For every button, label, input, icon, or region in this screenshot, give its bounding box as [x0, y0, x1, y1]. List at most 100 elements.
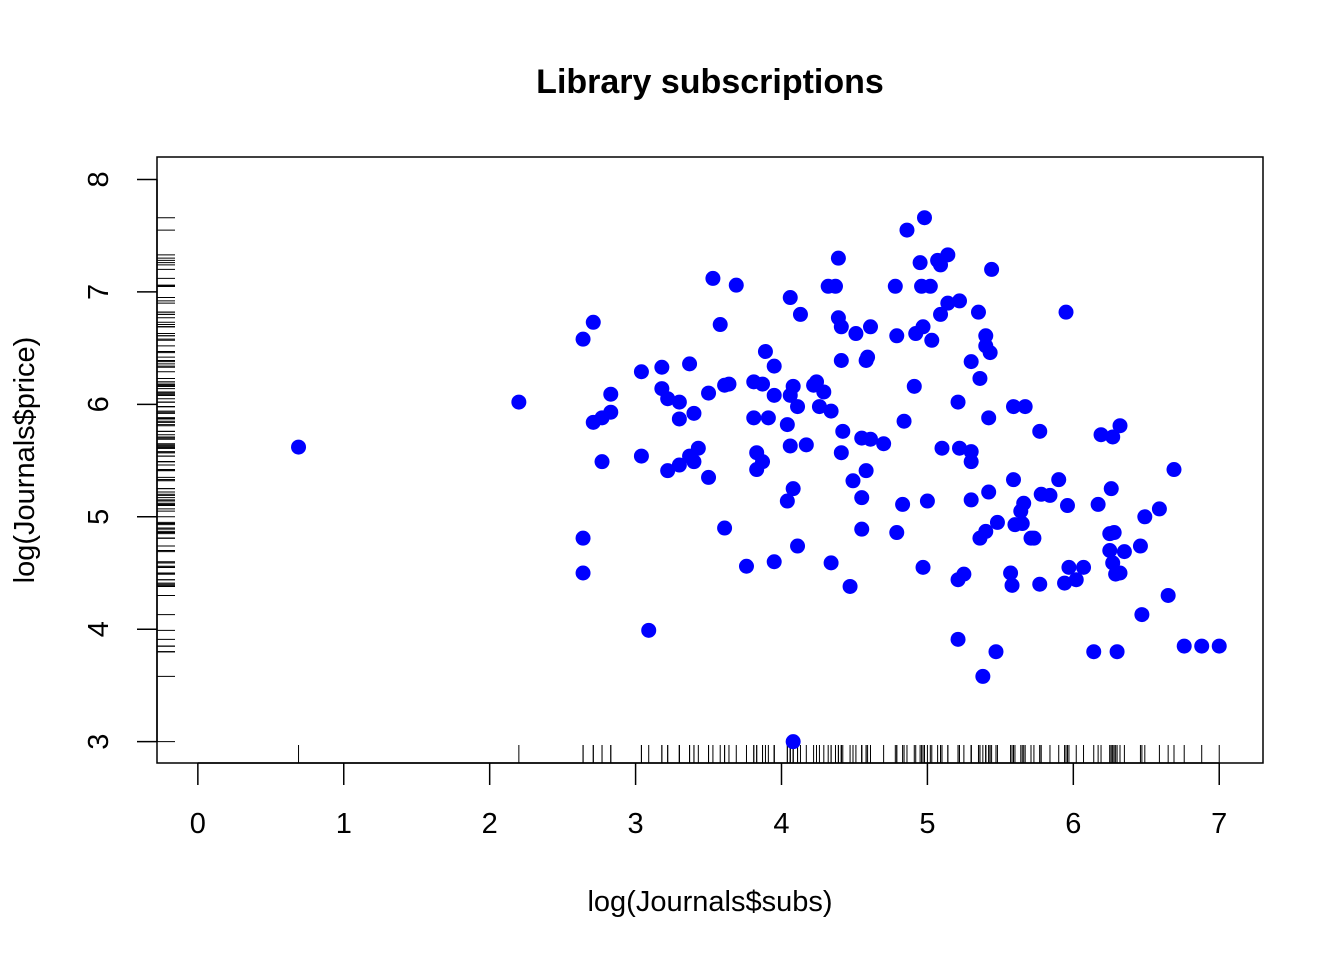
- data-point: [603, 386, 619, 402]
- data-point: [975, 668, 991, 684]
- x-tick-label: 7: [1211, 808, 1227, 840]
- data-point: [811, 399, 827, 415]
- data-point: [1166, 462, 1182, 478]
- x-axis-title: log(Journals$subs): [587, 886, 832, 918]
- data-point: [633, 448, 649, 464]
- data-point: [511, 394, 527, 410]
- data-point: [757, 344, 773, 360]
- data-point: [924, 332, 940, 348]
- data-point: [1112, 565, 1128, 581]
- data-point: [952, 293, 968, 309]
- y-tick-label: 6: [83, 396, 115, 412]
- data-point: [1005, 399, 1021, 415]
- data-point: [830, 250, 846, 266]
- data-point: [863, 431, 879, 447]
- data-point: [952, 440, 968, 456]
- data-point: [1058, 304, 1074, 320]
- data-point: [779, 493, 795, 509]
- x-tick-label: 6: [1065, 808, 1081, 840]
- data-point: [575, 565, 591, 581]
- data-point: [896, 413, 912, 429]
- data-point: [1151, 501, 1167, 517]
- data-point: [641, 622, 657, 638]
- y-axis-title: log(Journals$price): [9, 337, 41, 584]
- x-tick-label: 1: [336, 808, 352, 840]
- data-point: [827, 278, 843, 294]
- data-point: [1194, 638, 1210, 654]
- data-point: [671, 394, 687, 410]
- data-point: [1026, 530, 1042, 546]
- data-point: [988, 644, 1004, 660]
- data-point: [790, 538, 806, 554]
- y-tick-label: 3: [83, 734, 115, 750]
- data-point: [717, 520, 733, 536]
- data-point: [755, 376, 771, 392]
- data-point: [760, 410, 776, 426]
- data-point: [712, 317, 728, 333]
- data-point: [585, 314, 601, 330]
- y-tick-label: 7: [83, 284, 115, 300]
- data-point: [766, 387, 782, 403]
- data-point: [1014, 516, 1030, 532]
- data-point: [889, 525, 905, 541]
- data-point: [705, 270, 721, 286]
- data-point: [982, 345, 998, 361]
- data-point: [779, 417, 795, 433]
- data-point: [915, 559, 931, 575]
- data-point: [950, 394, 966, 410]
- data-point: [823, 403, 839, 419]
- data-point: [1042, 487, 1058, 503]
- data-point: [746, 410, 762, 426]
- data-point: [940, 295, 956, 311]
- data-point: [660, 463, 676, 479]
- data-point: [1109, 644, 1125, 660]
- data-point: [682, 356, 698, 372]
- data-point: [1005, 472, 1021, 488]
- data-point: [899, 222, 915, 238]
- data-point: [833, 445, 849, 461]
- data-point: [1016, 495, 1032, 511]
- y-tick-label: 4: [83, 621, 115, 637]
- data-point: [833, 352, 849, 368]
- data-point: [1003, 565, 1019, 581]
- data-point: [792, 306, 808, 322]
- data-point: [876, 436, 892, 452]
- data-point: [633, 364, 649, 380]
- data-point: [950, 631, 966, 647]
- data-point: [686, 454, 702, 470]
- data-point: [1160, 587, 1176, 603]
- data-point: [922, 278, 938, 294]
- data-point: [785, 481, 801, 497]
- x-tick-label: 3: [628, 808, 644, 840]
- data-point: [1004, 577, 1020, 593]
- data-point: [860, 349, 876, 365]
- data-point: [782, 290, 798, 306]
- data-point: [912, 255, 928, 271]
- data-point: [848, 326, 864, 342]
- y-tick-label: 5: [83, 509, 115, 525]
- x-tick-label: 2: [482, 808, 498, 840]
- data-point: [835, 423, 851, 439]
- data-point: [654, 359, 670, 375]
- data-point: [701, 469, 717, 485]
- data-point: [755, 454, 771, 470]
- data-point: [721, 376, 737, 392]
- data-point: [686, 405, 702, 421]
- data-point: [919, 493, 935, 509]
- data-point: [972, 370, 988, 386]
- data-point: [933, 306, 949, 322]
- x-tick-label: 4: [773, 808, 789, 840]
- data-point: [690, 440, 706, 456]
- data-point: [1132, 538, 1148, 554]
- data-point: [575, 331, 591, 347]
- data-point: [1093, 427, 1109, 443]
- data-point: [1032, 576, 1048, 592]
- data-point: [823, 555, 839, 571]
- rug-marks: [157, 217, 1220, 763]
- data-point: [785, 734, 801, 750]
- data-point: [1059, 498, 1075, 514]
- data-point: [940, 247, 956, 263]
- data-point: [854, 490, 870, 506]
- data-point: [790, 399, 806, 415]
- data-point: [1116, 544, 1132, 560]
